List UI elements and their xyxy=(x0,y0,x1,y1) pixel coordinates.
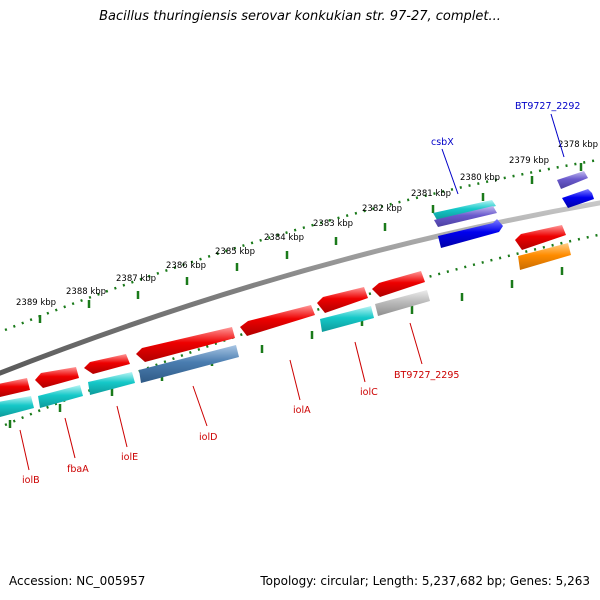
gene-feature-cyan[interactable] xyxy=(88,372,135,395)
gene-feature-red[interactable] xyxy=(84,354,130,374)
gene-feature-red[interactable] xyxy=(0,378,30,397)
gene-feature-cyan[interactable] xyxy=(433,200,496,220)
gene-feature-red[interactable] xyxy=(372,271,425,297)
top-callout-lines xyxy=(441,113,565,195)
gene-label[interactable]: iolE xyxy=(121,452,138,463)
gene-feature-steelblue[interactable] xyxy=(139,345,239,383)
gene-label[interactable]: iolA xyxy=(293,405,311,416)
bottom-callout-lines xyxy=(19,322,423,471)
upper-gene-track xyxy=(433,171,594,248)
gene-feature-slate[interactable] xyxy=(434,206,497,227)
bottom-gene-labels: iolB fbaA iolE iolD iolA iolC BT9727_229… xyxy=(22,370,459,486)
lower-gene-track-red xyxy=(0,225,566,397)
scale-label: 2381 kbp xyxy=(411,189,451,199)
gene-feature-red[interactable] xyxy=(515,225,566,250)
gene-feature-cyan[interactable] xyxy=(0,396,34,417)
gene-feature-red[interactable] xyxy=(35,367,79,388)
scale-label: 2388 kbp xyxy=(66,287,106,297)
scale-label: 2380 kbp xyxy=(460,173,500,183)
scale-label: 2385 kbp xyxy=(215,247,255,257)
lower-gene-track-second xyxy=(0,243,571,417)
gene-feature-red[interactable] xyxy=(136,327,235,362)
gene-feature-blue[interactable] xyxy=(438,219,503,248)
scale-label: 2386 kbp xyxy=(166,261,206,271)
scale-label: 2378 kbp xyxy=(558,140,598,150)
gene-feature-blue[interactable] xyxy=(562,189,594,208)
gene-label[interactable]: csbX xyxy=(431,137,454,148)
gene-label[interactable]: iolB xyxy=(22,475,40,486)
gene-label[interactable]: iolD xyxy=(199,432,217,443)
scale-label: 2389 kbp xyxy=(16,298,56,308)
scale-label: 2379 kbp xyxy=(509,156,549,166)
upper-major-ticks xyxy=(38,163,583,323)
gene-label[interactable]: iolC xyxy=(360,387,378,398)
lower-scale-track xyxy=(4,233,599,427)
gene-label[interactable]: BT9727_2292 xyxy=(515,101,580,112)
gene-feature-slate[interactable] xyxy=(557,171,588,189)
gene-label[interactable]: fbaA xyxy=(67,464,89,475)
backbone-arc xyxy=(0,200,600,376)
topology-summary: Topology: circular; Length: 5,237,682 bp… xyxy=(260,574,590,588)
scale-labels: 2378 kbp 2379 kbp 2380 kbp 2381 kbp 2382… xyxy=(16,140,598,308)
accession-text: Accession: NC_005957 xyxy=(9,574,146,588)
gene-label[interactable]: BT9727_2295 xyxy=(394,370,459,381)
gene-feature-orange[interactable] xyxy=(518,243,571,270)
gene-feature-cyan[interactable] xyxy=(38,385,83,408)
scale-label: 2384 kbp xyxy=(264,233,304,243)
gene-feature-red[interactable] xyxy=(317,287,368,313)
gene-feature-gray[interactable] xyxy=(375,290,430,316)
scale-label: 2387 kbp xyxy=(116,274,156,284)
scale-label: 2382 kbp xyxy=(362,204,402,214)
gene-feature-cyan[interactable] xyxy=(320,306,374,332)
scale-label: 2383 kbp xyxy=(313,219,353,229)
gene-feature-red[interactable] xyxy=(240,305,315,336)
top-gene-labels: BT9727_2292 csbX xyxy=(431,101,580,148)
map-title: Bacillus thuringiensis serovar konkukian… xyxy=(99,9,501,24)
upper-scale-track xyxy=(4,158,599,332)
